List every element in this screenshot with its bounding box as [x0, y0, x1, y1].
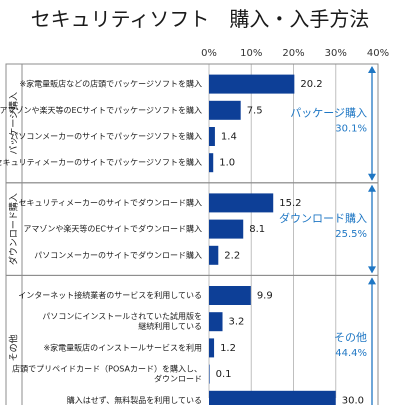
range-arrow-head — [368, 66, 376, 73]
group-summary-label: パッケージ購入 — [290, 105, 367, 119]
value-label: 30.0 — [342, 395, 364, 405]
value-label: 0.1 — [216, 369, 232, 380]
bar — [209, 245, 219, 265]
bar — [209, 193, 274, 213]
bar-label: 店頭でプリペイドカード（POSAカード）を購入し、 — [12, 364, 202, 374]
bar-label: パソコンメーカーのサイトでダウンロード購入 — [34, 250, 202, 260]
value-label: 1.2 — [220, 343, 236, 354]
bar-label: ※家電量販店のインストールサービスを利用 — [43, 342, 202, 352]
value-label: 9.9 — [257, 291, 273, 302]
group-frames — [5, 63, 379, 405]
bar — [209, 286, 251, 305]
x-tick-label: 40% — [367, 48, 389, 59]
bar-label: パソコンメーカーのサイトでパッケージソフトを購入 — [10, 131, 202, 141]
bar-label: ※家電量販店などの店頭でパッケージソフトを購入 — [19, 79, 202, 89]
bar-label: 継続利用している — [138, 321, 202, 331]
bar-label: セキュリティメーカーのサイトでダウンロード購入 — [18, 197, 202, 207]
value-label: 20.2 — [300, 79, 322, 90]
group-name: ダウンロード購入 — [8, 193, 20, 265]
bar-label: インターネット接続業者のサービスを利用している — [18, 290, 202, 300]
range-arrow-head — [368, 277, 376, 285]
range-arrow-head — [368, 184, 376, 192]
value-label: 8.1 — [249, 224, 265, 235]
bar — [209, 312, 223, 332]
group-frame — [5, 274, 379, 405]
chart-title: セキュリティソフト 購入・入手方法 — [31, 7, 370, 31]
chart-marks: パッケージ購入 ※家電量販店などの店頭でパッケージソフトを購入 20.2 アマゾンや楽… — [0, 66, 376, 405]
group-summary-value: 25.5% — [335, 229, 367, 240]
bar — [209, 153, 214, 173]
group-name: パッケージ購入 — [8, 92, 20, 155]
x-tick-labels: 0% 10% 20% 30% 40% — [201, 48, 389, 59]
x-tick-label: 0% — [201, 48, 217, 59]
value-label: 1.0 — [219, 158, 235, 169]
x-tick-label: 10% — [240, 48, 262, 59]
bar — [209, 390, 336, 405]
group-summary-label: その他 — [334, 331, 367, 344]
bar-label: パソコンにインストールされていた試用版を — [42, 311, 202, 321]
value-label: 3.2 — [229, 317, 245, 328]
group-name: その他 — [8, 334, 20, 361]
bar — [209, 127, 215, 146]
bar — [209, 100, 241, 120]
group-summary-label: ダウンロード購入 — [279, 211, 367, 225]
x-tick-label: 30% — [325, 48, 347, 59]
x-tick-label: 20% — [282, 48, 304, 59]
group-summary-value: 30.1% — [335, 123, 367, 134]
bar-label: 購入はせず、無料製品を利用している — [67, 395, 202, 405]
value-label: 15.2 — [279, 198, 301, 209]
bar — [209, 219, 244, 239]
range-arrow-head — [368, 266, 376, 274]
bar-label: アマゾンや楽天等のECサイトでパッケージソフトを購入 — [0, 105, 202, 115]
bar — [209, 364, 210, 384]
range-arrow-head — [368, 173, 376, 181]
value-label: 1.4 — [221, 132, 237, 143]
value-label: 2.2 — [224, 250, 240, 261]
value-label: 7.5 — [247, 105, 263, 116]
bar — [209, 74, 295, 94]
group-summary-value: 44.4% — [335, 348, 367, 359]
bar-label: セキュリティメーカーのサイトでパッケージソフトを購入 — [0, 157, 202, 167]
bar-label: ダウンロード — [154, 374, 202, 384]
bar-label: アマゾンや楽天等のECサイトでダウンロード購入 — [23, 224, 202, 234]
bar — [209, 338, 215, 358]
